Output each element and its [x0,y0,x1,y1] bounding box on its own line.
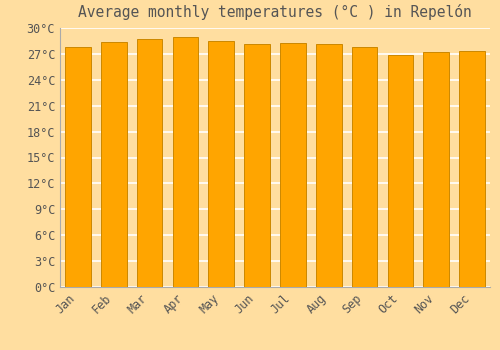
Bar [459,51,485,287]
Bar [352,47,378,287]
Bar [208,41,234,287]
Bar [244,43,270,287]
Bar [424,52,449,287]
Title: Average monthly temperatures (°C ) in Repelón: Average monthly temperatures (°C ) in Re… [78,4,472,20]
Bar [316,44,342,287]
Bar [136,39,162,287]
Bar [65,47,91,287]
Bar [172,37,199,287]
Bar [280,43,306,287]
Bar [101,42,126,287]
Bar [388,55,413,287]
